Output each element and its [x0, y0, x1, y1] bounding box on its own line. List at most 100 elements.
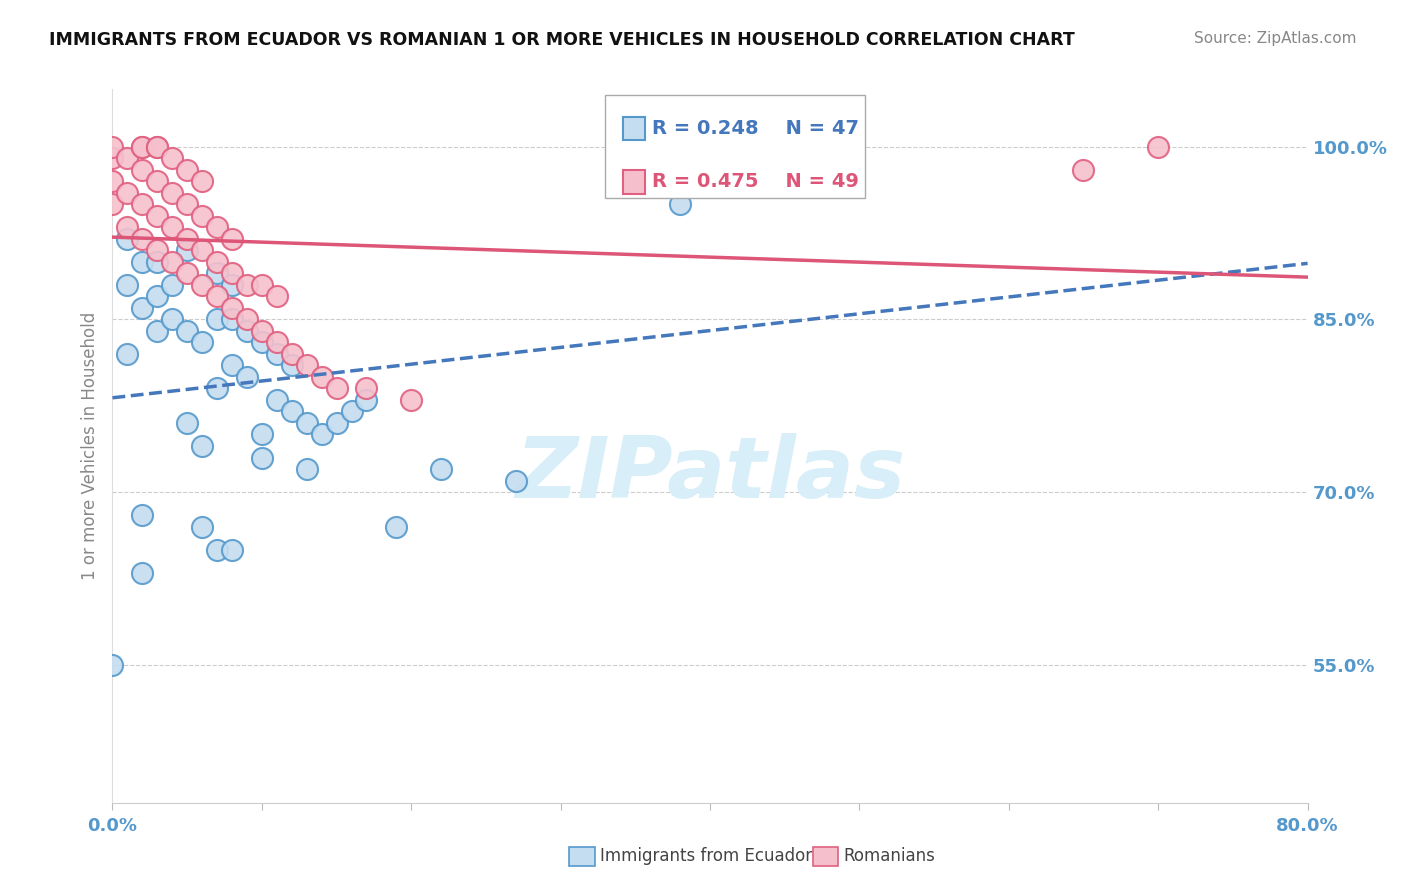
Point	[295, 416, 318, 430]
Point	[281, 404, 304, 418]
Point	[1147, 140, 1170, 154]
Point	[266, 347, 288, 361]
Point	[117, 232, 139, 246]
Point	[205, 289, 228, 303]
Point	[101, 657, 124, 672]
Point	[146, 324, 169, 338]
Point	[221, 277, 243, 292]
Point	[131, 301, 153, 315]
Point	[250, 335, 273, 350]
Point	[101, 140, 124, 154]
Point	[117, 220, 139, 235]
Point	[221, 542, 243, 557]
Point	[250, 277, 273, 292]
Point	[205, 220, 228, 235]
Text: Immigrants from Ecuador: Immigrants from Ecuador	[600, 847, 813, 865]
Point	[505, 474, 527, 488]
Point	[117, 186, 139, 200]
Point	[759, 151, 782, 165]
Point	[250, 427, 273, 442]
Point	[295, 462, 318, 476]
Point	[205, 312, 228, 326]
Text: R = 0.248    N = 47: R = 0.248 N = 47	[652, 119, 859, 138]
Point	[266, 392, 288, 407]
Point	[221, 266, 243, 280]
Point	[176, 162, 198, 177]
Point	[162, 186, 183, 200]
Point	[669, 197, 692, 211]
Point	[266, 289, 288, 303]
Point	[162, 255, 183, 269]
Text: R = 0.475    N = 49: R = 0.475 N = 49	[652, 172, 859, 192]
Point	[131, 140, 153, 154]
Point	[191, 519, 214, 533]
Point	[191, 439, 214, 453]
Point	[250, 450, 273, 465]
Point	[281, 359, 304, 373]
Point	[131, 162, 153, 177]
Point	[146, 209, 169, 223]
Point	[131, 197, 153, 211]
Point	[430, 462, 453, 476]
Point	[1073, 162, 1095, 177]
Point	[236, 312, 259, 326]
Point	[295, 359, 318, 373]
Point	[117, 151, 139, 165]
Point	[281, 347, 304, 361]
Text: IMMIGRANTS FROM ECUADOR VS ROMANIAN 1 OR MORE VEHICLES IN HOUSEHOLD CORRELATION : IMMIGRANTS FROM ECUADOR VS ROMANIAN 1 OR…	[49, 31, 1076, 49]
Point	[162, 312, 183, 326]
Point	[191, 277, 214, 292]
Point	[146, 255, 169, 269]
Point	[117, 277, 139, 292]
Point	[146, 174, 169, 188]
Point	[162, 220, 183, 235]
Point	[221, 312, 243, 326]
Point	[162, 151, 183, 165]
Point	[205, 381, 228, 395]
Point	[176, 244, 198, 258]
Point	[131, 140, 153, 154]
Point	[236, 277, 259, 292]
Point	[176, 197, 198, 211]
Point	[311, 427, 333, 442]
Point	[101, 197, 124, 211]
Point	[325, 416, 347, 430]
Point	[401, 392, 423, 407]
Point	[131, 255, 153, 269]
Point	[221, 359, 243, 373]
Point	[205, 255, 228, 269]
Point	[191, 335, 214, 350]
Point	[191, 174, 214, 188]
Point	[205, 266, 228, 280]
Point	[146, 140, 169, 154]
Point	[311, 370, 333, 384]
Point	[131, 566, 153, 580]
Point	[236, 324, 259, 338]
Point	[191, 209, 214, 223]
Point	[340, 404, 363, 418]
Y-axis label: 1 or more Vehicles in Household: 1 or more Vehicles in Household	[80, 312, 98, 580]
Point	[205, 542, 228, 557]
Point	[146, 289, 169, 303]
Point	[162, 277, 183, 292]
Point	[221, 301, 243, 315]
Point	[356, 392, 378, 407]
Point	[250, 324, 273, 338]
Point	[191, 244, 214, 258]
Point	[146, 140, 169, 154]
Point	[131, 508, 153, 522]
Point	[325, 381, 347, 395]
Point	[356, 381, 378, 395]
Point	[236, 370, 259, 384]
Point	[101, 174, 124, 188]
Point	[176, 324, 198, 338]
Point	[176, 232, 198, 246]
Text: ZIPatlas: ZIPatlas	[515, 433, 905, 516]
Text: Romanians: Romanians	[844, 847, 935, 865]
Point	[101, 151, 124, 165]
Point	[146, 244, 169, 258]
Text: Source: ZipAtlas.com: Source: ZipAtlas.com	[1194, 31, 1357, 46]
Point	[176, 266, 198, 280]
Point	[176, 416, 198, 430]
Point	[385, 519, 408, 533]
